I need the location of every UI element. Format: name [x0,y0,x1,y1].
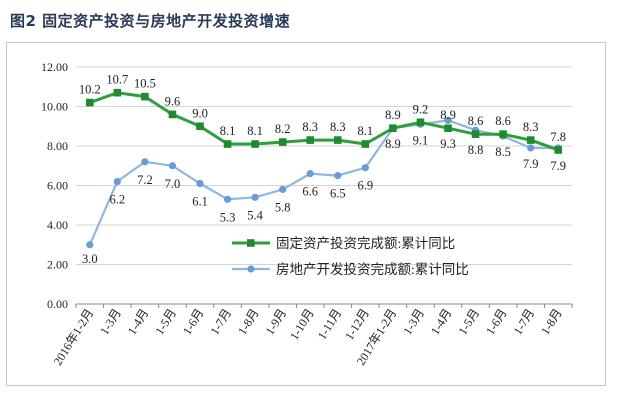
x-tick-label: 1-10月 [287,306,317,342]
data-label: 6.6 [302,185,318,199]
x-tick-label: 1-4月 [428,306,455,337]
data-point [251,140,259,148]
data-point [361,164,369,172]
data-label: 8.1 [247,124,263,138]
x-tick-label: 1-7月 [207,306,234,337]
data-label: 8.1 [220,124,236,138]
data-point [416,118,425,127]
x-tick-label: 1-3月 [97,306,124,337]
data-point [85,98,94,107]
x-tick-label: 1-5月 [455,306,482,337]
y-tick-label: 0.00 [47,297,68,311]
data-label: 9.6 [165,94,181,108]
y-tick-label: 8.00 [47,139,68,153]
data-point [526,136,535,144]
data-label: 8.1 [358,124,374,138]
data-label: 9.2 [413,102,429,116]
legend-marker [247,265,255,273]
x-tick-label: 1-11月 [315,306,345,342]
data-point [527,144,535,152]
data-label: 7.0 [165,177,181,191]
x-tick-label: 1-5月 [152,306,179,337]
y-tick-label: 4.00 [47,218,68,232]
data-point [168,162,177,170]
x-tick-label: 1-3月 [400,306,427,337]
y-tick-label: 6.00 [47,179,68,193]
data-label: 9.3 [440,137,456,151]
y-tick-label: 10.00 [41,100,68,114]
data-label: 6.1 [192,195,208,209]
data-label: 5.3 [220,210,236,224]
legend-label: 房地产开发投资完成额:累计同比 [276,262,469,277]
data-label: 8.9 [440,108,456,122]
x-tick-label: 1-8月 [538,306,565,337]
x-tick-label: 1-6月 [483,306,510,337]
data-point [168,110,177,119]
data-label: 5.4 [247,208,263,222]
data-point [223,140,232,148]
data-point [279,185,287,194]
data-point [499,130,507,138]
data-label: 10.7 [106,73,128,87]
data-point [389,124,397,133]
data-label: 6.5 [330,187,346,201]
data-label: 3.0 [82,252,98,266]
data-label: 8.6 [495,114,511,128]
data-label: 7.9 [523,157,539,171]
data-point [361,140,370,148]
data-label: 8.9 [385,137,401,151]
data-label: 8.2 [275,122,291,136]
x-tick-label: 2016年1-2月 [51,306,97,368]
data-point [471,130,480,138]
y-tick-label: 12.00 [41,60,68,74]
data-point [196,122,204,131]
x-tick-label: 1-6月 [180,306,207,337]
data-label: 9.0 [192,106,208,120]
data-point [251,193,259,201]
y-tick-label: 2.00 [47,258,68,272]
data-label: 7.8 [550,130,566,144]
data-point [113,177,121,186]
data-point [141,158,149,166]
data-label: 6.9 [358,179,374,193]
data-label: 8.3 [330,120,346,134]
data-label: 8.3 [302,120,318,134]
data-point [278,138,287,146]
x-tick-label: 1-4月 [125,306,152,337]
data-point [334,172,342,180]
data-label: 8.3 [523,120,539,134]
data-label: 9.1 [413,133,429,147]
legend-marker [247,239,255,247]
data-point [306,136,315,144]
data-label: 7.9 [550,159,566,173]
data-label: 8.5 [495,145,511,159]
data-label: 8.9 [385,108,401,122]
data-label: 10.5 [134,77,156,91]
series-line [88,119,559,246]
data-point [196,179,204,188]
data-point [554,146,563,154]
data-label: 8.8 [468,143,484,157]
figure-title: 图2 固定资产投资与房地产开发投资增速 [10,12,291,30]
data-point [306,170,314,178]
data-point [444,124,452,133]
x-tick-label: 1-8月 [235,306,262,337]
data-point [86,241,94,249]
data-point [113,88,122,97]
data-point [223,195,232,203]
x-tick-label: 1-9月 [263,306,290,337]
chart-frame [6,42,606,386]
data-label: 5.8 [275,200,291,214]
data-label: 7.2 [137,173,153,187]
x-tick-label: 1-7月 [511,306,538,337]
data-label: 10.2 [79,83,101,97]
data-point [444,116,452,124]
data-label: 8.6 [468,114,484,128]
legend-label: 固定资产投资完成额:累计同比 [276,236,455,251]
data-label: 6.2 [110,193,126,207]
series-line [89,91,559,152]
data-point [333,136,342,144]
data-point [141,92,149,101]
